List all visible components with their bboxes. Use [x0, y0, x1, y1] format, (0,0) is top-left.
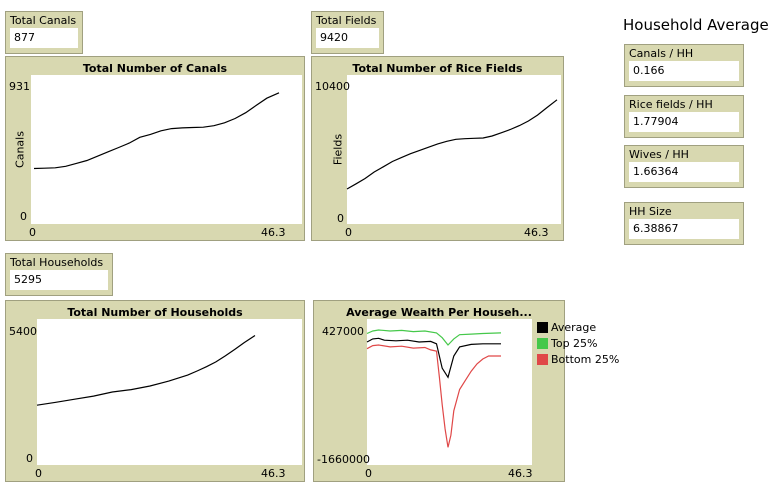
monitor-value: 877	[10, 28, 78, 48]
x-max-tick: 46.3	[524, 226, 549, 239]
monitor-label: Total Households	[10, 256, 104, 269]
series-line-0	[33, 92, 280, 170]
y-axis-label: Fields	[331, 133, 345, 166]
x-min-tick: 0	[345, 226, 352, 239]
x-min-tick: 0	[35, 467, 42, 480]
legend-swatch	[537, 353, 548, 365]
monitor-value: 6.38867	[629, 219, 739, 239]
x-max-tick: 46.3	[261, 467, 286, 480]
monitor-label: Rice fields / HH	[629, 98, 713, 111]
monitor-label: Total Fields	[316, 14, 377, 27]
total-fields-monitor: Total Fields 9420	[311, 11, 384, 54]
canals-per-hh-monitor: Canals / HH 0.166	[624, 44, 744, 87]
monitor-label: Wives / HH	[629, 148, 689, 161]
plot-area	[37, 319, 302, 465]
monitor-value: 9420	[316, 28, 379, 48]
plot-area	[347, 75, 561, 224]
households-plot: Total Number of Households 5400 0 0 46.3	[5, 300, 305, 482]
plot-title: Total Number of Households	[67, 306, 243, 319]
household-averages-title: Household Averages	[623, 16, 768, 34]
legend-label: Bottom 25%	[551, 352, 620, 366]
monitor-label: HH Size	[629, 205, 672, 218]
y-min-tick: -1660000	[317, 453, 370, 466]
monitor-value: 1.66364	[629, 162, 739, 182]
rice-fields-per-hh-monitor: Rice fields / HH 1.77904	[624, 95, 744, 138]
rice-fields-plot: Total Number of Rice Fields 10400 0 0 46…	[311, 56, 564, 241]
total-canals-monitor: Total Canals 877	[5, 11, 83, 54]
plot-svg	[366, 329, 502, 448]
plot-svg	[33, 92, 280, 170]
monitor-label: Canals / HH	[629, 47, 694, 60]
y-min-tick: 0	[337, 212, 344, 225]
y-max-tick: 427000	[322, 325, 364, 338]
x-max-tick: 46.3	[261, 226, 286, 239]
monitor-value: 1.77904	[629, 112, 739, 132]
series-line-0	[36, 334, 256, 406]
plot-title: Average Wealth Per Househ...	[346, 306, 532, 319]
y-axis-label: Canals	[13, 131, 27, 168]
legend-swatch	[537, 337, 548, 349]
legend-swatch	[537, 321, 548, 333]
legend-label: Average	[551, 320, 597, 334]
wives-per-hh-monitor: Wives / HH 1.66364	[624, 145, 744, 188]
wealth-plot: Average Wealth Per Househ... 427000 -166…	[313, 300, 619, 482]
hh-size-monitor: HH Size 6.38867	[624, 202, 744, 245]
series-line-0	[366, 337, 501, 379]
y-max-tick: 5400	[9, 325, 37, 338]
x-max-tick: 46.3	[508, 467, 533, 480]
series-line-2	[366, 344, 501, 448]
plot-area	[31, 75, 302, 224]
legend-item: Bottom 25%	[537, 351, 619, 367]
legend-label: Top 25%	[551, 336, 598, 350]
monitor-value: 0.166	[629, 61, 739, 81]
legend: Average Top 25% Bottom 25%	[537, 319, 619, 367]
canals-plot: Total Number of Canals 931 0 0 46.3 Cana…	[5, 56, 305, 241]
monitor-value: 5295	[10, 270, 108, 290]
y-min-tick: 0	[20, 210, 27, 223]
plot-title: Total Number of Rice Fields	[352, 62, 523, 75]
monitor-label: Total Canals	[10, 14, 77, 27]
plot-title: Total Number of Canals	[82, 62, 228, 75]
legend-item: Average	[537, 319, 619, 335]
y-max-tick: 10400	[315, 80, 350, 93]
y-min-tick: 0	[26, 452, 33, 465]
plot-svg	[346, 99, 558, 190]
x-min-tick: 0	[29, 226, 36, 239]
series-line-1	[366, 329, 502, 346]
x-min-tick: 0	[365, 467, 372, 480]
plot-svg	[36, 334, 256, 406]
y-max-tick: 931	[9, 80, 30, 93]
legend-item: Top 25%	[537, 335, 619, 351]
total-households-monitor: Total Households 5295	[5, 253, 113, 296]
series-line-0	[346, 99, 558, 190]
